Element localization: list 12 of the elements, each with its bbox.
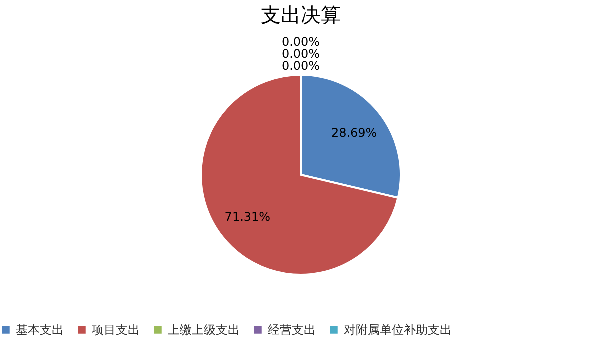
legend-label: 上缴上级支出: [168, 323, 240, 337]
text: 0.00%: [282, 47, 320, 61]
legend-label: 经营支出: [268, 323, 316, 337]
text: 0.00%: [282, 59, 320, 73]
legend-label: 基本支出: [16, 323, 64, 337]
pie-slice: [200, 74, 400, 276]
text: 0.00%: [282, 35, 320, 49]
data-label: 28.69%: [331, 126, 378, 140]
chart-title: 支出决算: [261, 3, 341, 27]
legend-label: 对附属单位补助支出: [344, 323, 452, 337]
legend-label: 项目支出: [92, 323, 140, 337]
data-label: 71.31%: [224, 210, 271, 224]
